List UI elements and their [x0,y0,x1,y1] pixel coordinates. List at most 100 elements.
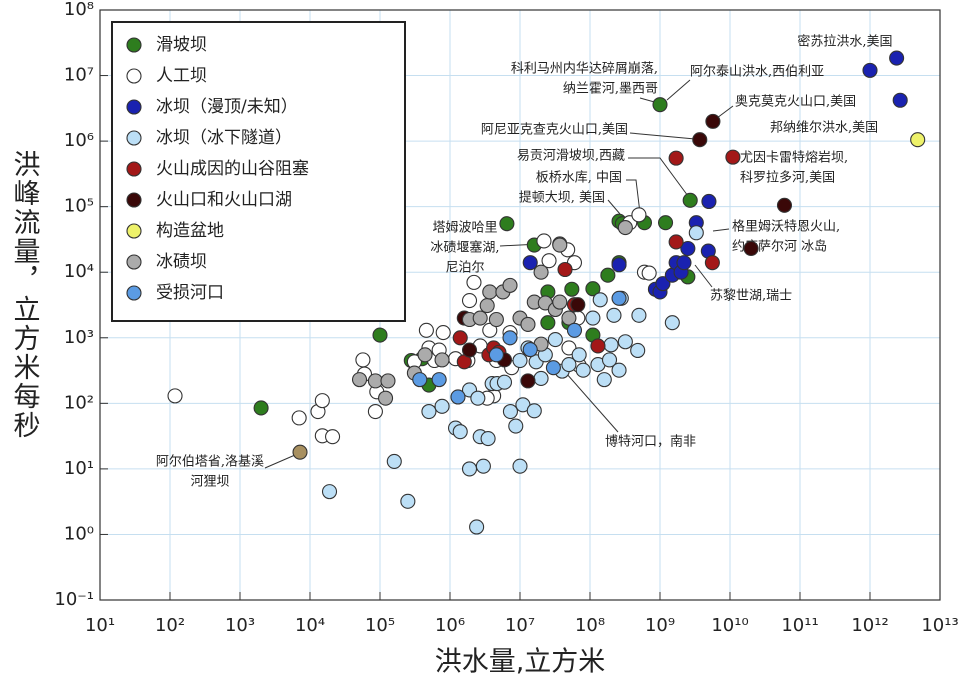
data-point [630,342,646,359]
legend-label: 冰坝（漫顶/未知） [156,97,298,117]
data-point [533,370,549,386]
legend-label: 构造盆地 [156,221,224,241]
data-point [461,292,478,309]
data-point [892,92,908,108]
data-point [692,132,708,148]
data-point [536,233,552,249]
leader-line [607,199,621,215]
data-point [418,322,434,338]
data-point [512,458,528,474]
annotation: 阿尼亚克查克火山口,美国 [481,123,628,138]
annotation: 苏黎世湖,瑞士 [710,288,792,304]
x-tick-label: 10⁵ [365,615,395,636]
x-tick-label: 10⁷ [505,615,535,636]
annotation: 博特河口，南非 [605,434,696,450]
data-point [472,310,488,326]
y-tick-label: 10⁰ [64,523,94,544]
x-tick-label: 10¹² [851,615,888,636]
highlight-point [292,444,308,460]
data-point [450,389,466,405]
y-tick-label: 10³ [64,327,94,348]
data-point [585,310,601,326]
x-tick-label: 10¹¹ [781,615,818,636]
data-point [167,388,183,404]
data-point [488,311,504,328]
data-point [617,334,633,350]
data-point [314,393,330,409]
leader-line [712,228,730,232]
legend-label: 火山口和火山口湖 [156,190,292,210]
legend-marker [126,68,142,84]
data-point [540,315,556,331]
x-tick-label: 10¹⁰ [711,615,748,636]
data-point [367,403,383,420]
data-point [575,362,591,378]
data-point [431,372,447,388]
data-point [561,357,577,373]
data-point [461,461,478,477]
plot-frame [99,9,941,601]
data-point [547,331,563,348]
data-point [668,234,684,250]
legend-marker [126,285,142,301]
data-point [664,315,680,331]
legend-marker [126,37,142,53]
data-point [557,261,573,278]
data-point [434,398,450,414]
data-point [545,360,561,376]
x-tick-label: 10² [155,615,185,636]
data-point [482,284,498,300]
data-point [585,281,601,297]
data-point [355,352,371,368]
y-tick-label: 10¹ [64,458,94,479]
legend-label: 受损河口 [156,283,224,303]
annotation: 冰碛堰塞湖, [430,240,499,256]
data-point [253,400,269,416]
data-point [600,267,616,283]
annotation: 尼泊尔 [445,261,484,276]
data-point [522,255,538,271]
x-tick-label: 10⁸ [575,615,605,636]
leader-line [628,157,689,197]
data-point [452,424,468,440]
data-point [533,264,549,280]
data-point [566,322,583,338]
legend-marker [126,161,142,177]
leader-line [565,372,619,433]
legend-marker [126,254,142,270]
y-tick-label: 10⁴ [64,261,94,282]
legend-marker [126,99,142,115]
data-point [351,372,368,388]
data-point [571,347,587,363]
data-point [470,390,486,406]
data-point [776,197,793,213]
leader-line [626,179,641,214]
x-tick-label: 10³ [225,615,255,636]
legend-marker [126,130,142,146]
data-point [682,192,698,208]
data-point [725,149,741,165]
data-point [889,50,905,66]
data-point [676,255,692,271]
legend-label: 冰碛坝 [156,252,207,272]
data-point [617,220,633,236]
x-tick-label: 10⁹ [645,615,675,636]
data-point [631,307,647,323]
data-point [452,330,468,346]
x-tick-label: 10⁴ [295,615,325,636]
data-point [688,225,704,241]
data-point [499,216,515,232]
data-point [482,322,498,338]
data-point [541,253,557,269]
annotation: 邦纳维尔洪水,美国 [770,121,878,136]
leader-line [666,79,691,101]
y-tick-label: 10² [64,392,94,413]
data-point [421,403,437,420]
data-point [564,281,580,297]
annotation: 阿尔伯塔省,洛基溪 [156,455,264,470]
legend-label: 火山成因的山谷阻塞 [156,159,309,179]
y-tick-label: 10⁶ [64,130,94,151]
legend-marker [126,223,142,239]
data-point [488,347,504,363]
